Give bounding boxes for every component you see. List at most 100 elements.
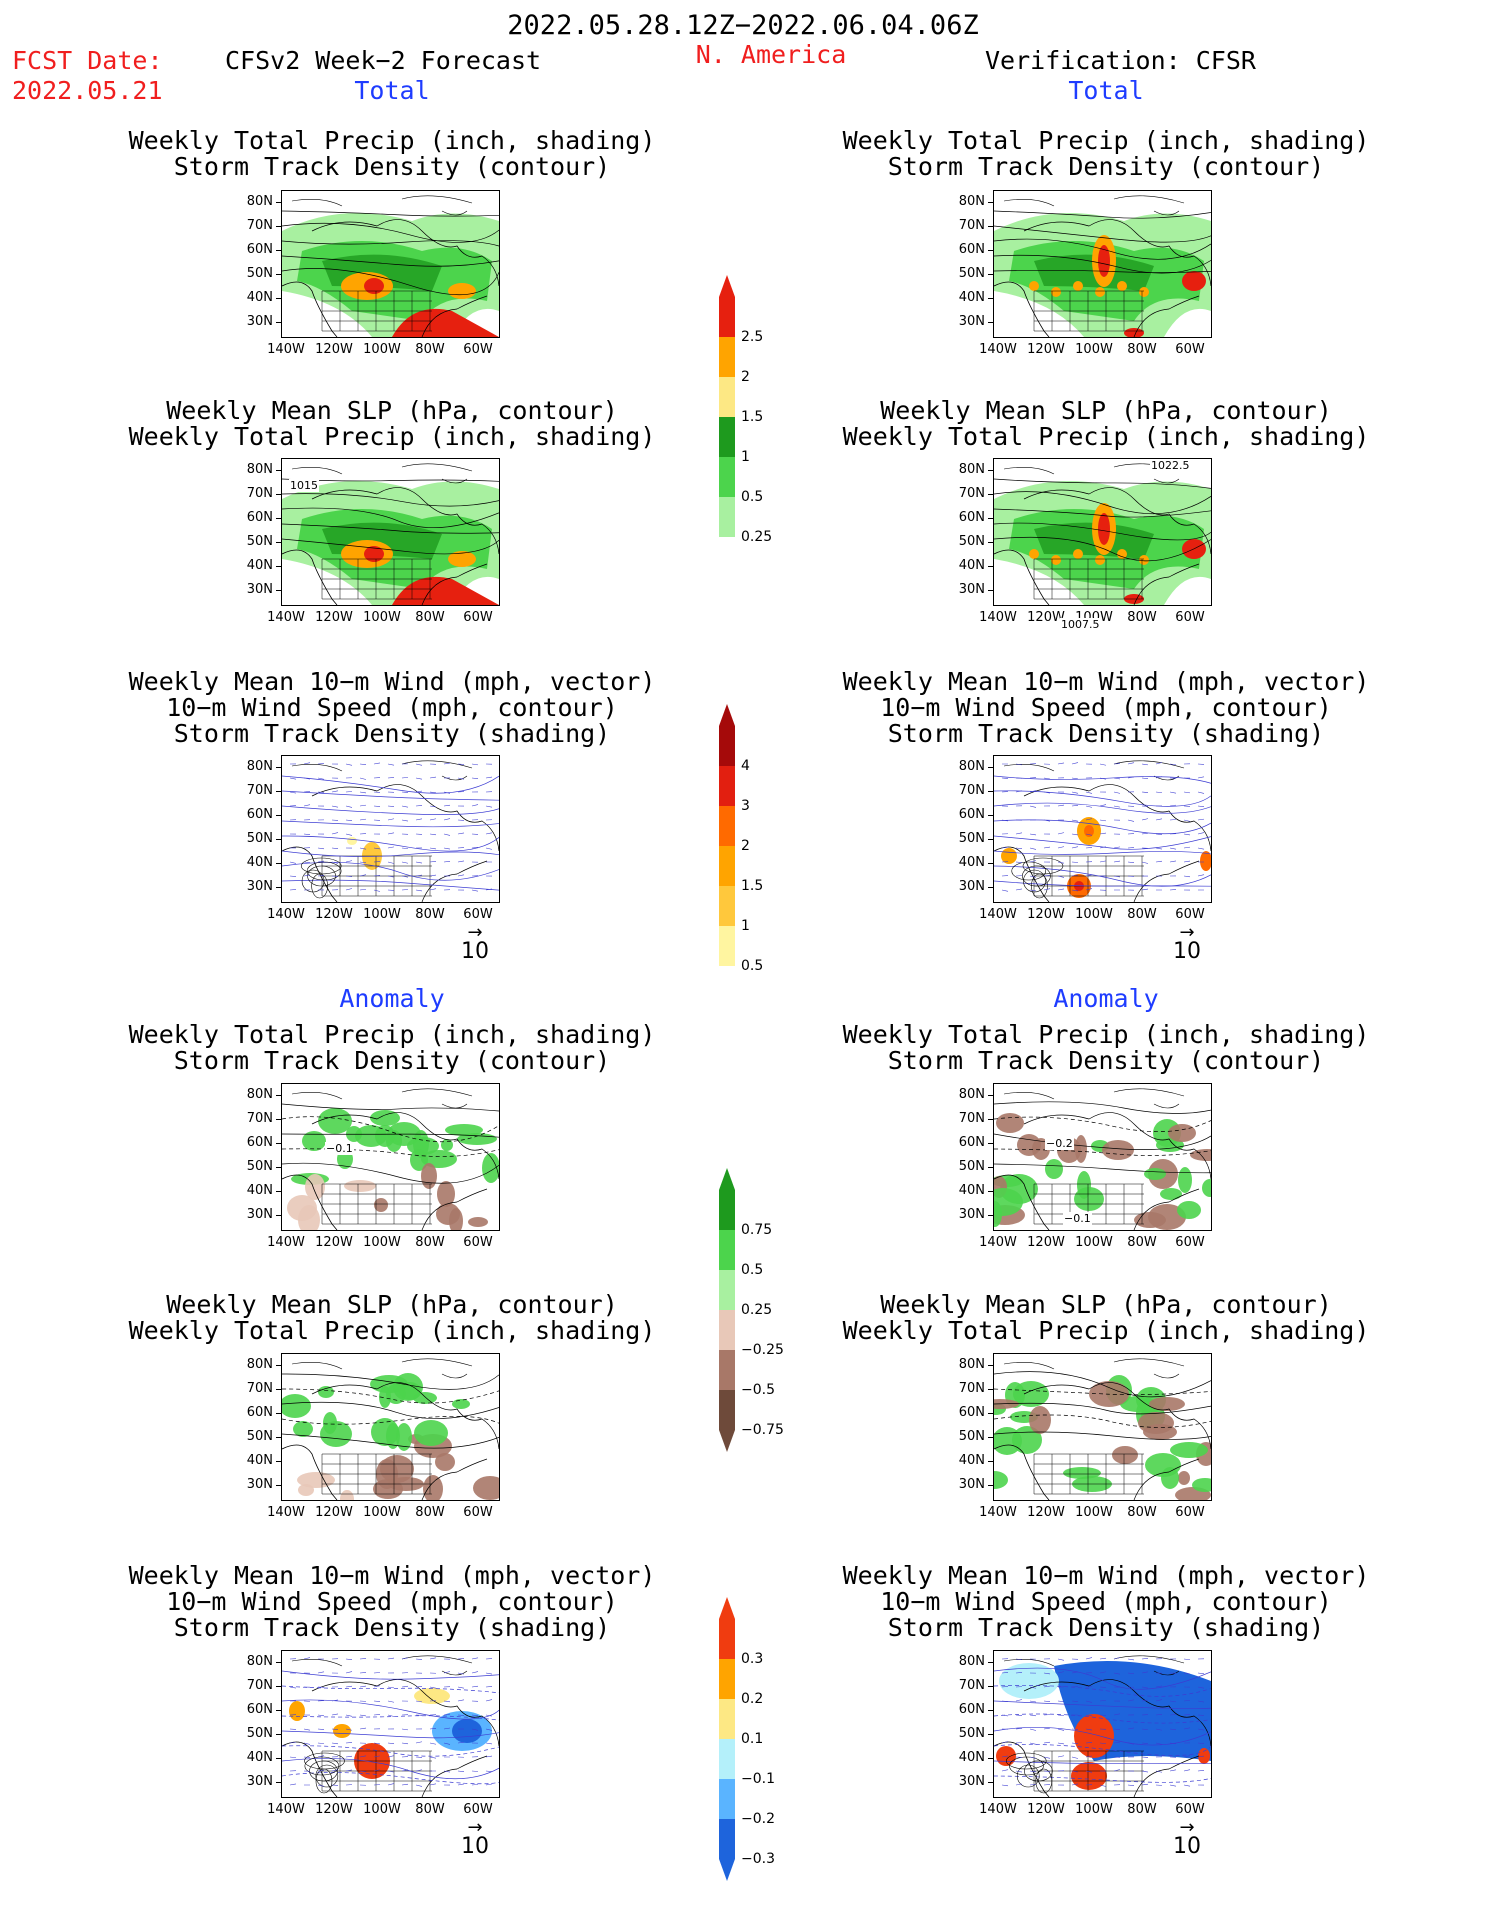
lat-label: 70N <box>958 1678 985 1693</box>
colorbar-label: −0.2 <box>741 1811 775 1827</box>
lat-tick <box>988 1191 993 1192</box>
panel-title-line: Weekly Total Precip (inch, shading) <box>128 1020 656 1049</box>
lon-label: 140W <box>979 342 1017 357</box>
lat-label: 70N <box>958 218 985 233</box>
lat-tick <box>276 1365 281 1366</box>
lon-label: 140W <box>267 1235 305 1250</box>
vector-reference-value: 10 <box>461 1834 489 1859</box>
lat-label: 40N <box>246 1183 273 1198</box>
lat-label: 70N <box>246 1678 273 1693</box>
lon-label: 100W <box>1075 342 1113 357</box>
colorbar-bottom-arrow <box>719 537 735 559</box>
verification-title: Verification: CFSR <box>985 46 1256 75</box>
lat-tick <box>988 518 993 519</box>
lon-label: 100W <box>363 342 401 357</box>
lon-label: 100W <box>363 1505 401 1520</box>
lon-label: 100W <box>1075 1235 1113 1250</box>
lat-label: 70N <box>246 783 273 798</box>
lat-tick <box>276 1758 281 1759</box>
lat-label: 80N <box>958 462 985 477</box>
lat-tick <box>988 1734 993 1735</box>
lat-label: 60N <box>246 510 273 525</box>
panel-title-1-L: Weekly Mean SLP (hPa, contour) Weekly Tot… <box>129 398 656 450</box>
lat-tick <box>988 322 993 323</box>
lon-label: 140W <box>979 1505 1017 1520</box>
lon-label: 120W <box>315 1505 353 1520</box>
map-panel-2-L <box>281 755 500 903</box>
lon-label: 140W <box>267 610 305 625</box>
lon-label: 60W <box>1175 342 1205 357</box>
lat-tick <box>988 298 993 299</box>
colorbar-label: 2 <box>741 369 750 385</box>
forecast-title: CFSv2 Week−2 Forecast <box>225 46 542 75</box>
colorbar-label: 0.25 <box>741 1302 773 1318</box>
panel-title-line: 10−m Wind Speed (mph, contour) <box>880 693 1332 722</box>
lat-tick <box>276 1782 281 1783</box>
lat-label: 60N <box>246 1702 273 1717</box>
colorbar-top-arrow <box>719 1168 735 1190</box>
contour-label-slp_total_forecast: 1015 <box>289 479 319 492</box>
lon-label: 100W <box>363 1802 401 1817</box>
lat-tick <box>988 1167 993 1168</box>
lon-label: 80W <box>1127 907 1157 922</box>
colorbar-segment <box>719 1350 735 1390</box>
lon-label: 80W <box>1127 610 1157 625</box>
panel-title-2-L: Weekly Mean 10−m Wind (mph, vector) 10−m … <box>129 669 656 747</box>
colorbar-segment <box>719 1390 735 1430</box>
lon-label: 80W <box>415 1235 445 1250</box>
lon-label: 80W <box>1127 342 1157 357</box>
lat-tick <box>988 1119 993 1120</box>
lat-label: 30N <box>958 582 985 597</box>
panel-title-line: Weekly Mean SLP (hPa, contour) <box>166 396 618 425</box>
lat-label: 30N <box>246 1774 273 1789</box>
colorbar-label: 0.2 <box>741 1691 764 1707</box>
lat-label: 60N <box>246 1135 273 1150</box>
lon-label: 120W <box>1027 1505 1065 1520</box>
region-title: N. America <box>695 40 847 69</box>
lat-tick <box>988 202 993 203</box>
lat-tick <box>276 839 281 840</box>
lat-tick <box>988 1758 993 1759</box>
panel-title-line: Weekly Mean 10−m Wind (mph, vector) <box>842 667 1370 696</box>
lat-tick <box>988 1095 993 1096</box>
lat-tick <box>988 226 993 227</box>
lat-label: 30N <box>246 314 273 329</box>
colorbar-segment <box>719 1619 735 1659</box>
fcst-date-value: 2022.05.21 <box>12 76 163 105</box>
lat-tick <box>988 590 993 591</box>
colorbar-total_storm: 4 3 2 1.5 1 0.5 <box>719 704 763 988</box>
panel-title-line: Storm Track Density (contour) <box>173 152 611 181</box>
lat-tick <box>276 590 281 591</box>
vector-reference-value: 10 <box>1173 939 1201 964</box>
colorbar-label: 1.5 <box>741 878 764 894</box>
lat-tick <box>988 274 993 275</box>
lat-label: 50N <box>246 266 273 281</box>
lat-label: 80N <box>958 1357 985 1372</box>
colorbar-segment <box>719 1190 735 1230</box>
lat-label: 70N <box>958 1111 985 1126</box>
panel-title-line: Weekly Total Precip (inch, shading) <box>128 126 656 155</box>
lat-tick <box>988 1461 993 1462</box>
map-panel-0-L <box>281 190 500 338</box>
lat-tick <box>988 250 993 251</box>
lat-tick <box>276 1191 281 1192</box>
lat-label: 40N <box>958 290 985 305</box>
panel-title-line: Storm Track Density (shading) <box>173 1613 611 1642</box>
lon-label: 140W <box>267 907 305 922</box>
lon-label: 120W <box>1027 1235 1065 1250</box>
lat-label: 50N <box>958 1429 985 1444</box>
lon-label: 80W <box>415 907 445 922</box>
lat-label: 30N <box>958 314 985 329</box>
colorbar-segment <box>719 806 735 846</box>
lon-label: 80W <box>415 1505 445 1520</box>
lat-tick <box>276 1662 281 1663</box>
panel-title-4-R: Weekly Mean SLP (hPa, contour) Weekly Tot… <box>843 1292 1370 1344</box>
lat-label: 70N <box>246 1381 273 1396</box>
panel-title-line: 10−m Wind Speed (mph, contour) <box>880 1587 1332 1616</box>
colorbar-segment <box>719 1230 735 1270</box>
lat-label: 40N <box>958 1750 985 1765</box>
lat-label: 50N <box>958 831 985 846</box>
lon-label: 140W <box>979 610 1017 625</box>
colorbar-segment <box>719 766 735 806</box>
lat-label: 80N <box>246 759 273 774</box>
